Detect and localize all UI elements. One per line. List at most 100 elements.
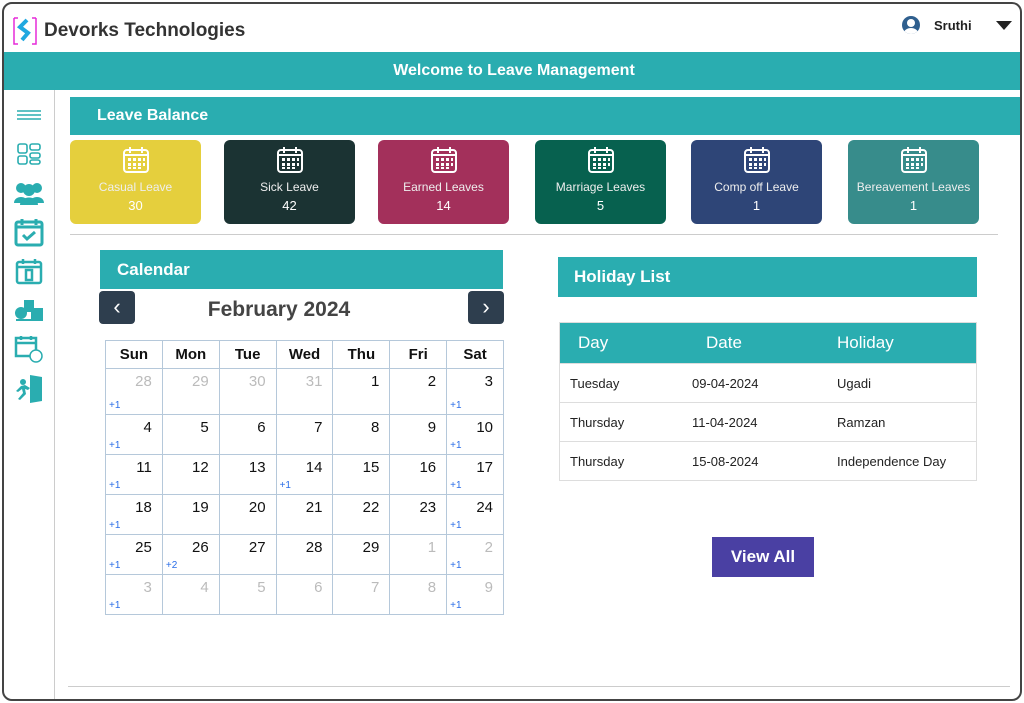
team-icon[interactable]	[14, 178, 44, 207]
day-number: 5	[200, 419, 209, 436]
day-number: 27	[248, 539, 266, 556]
leave-card[interactable]: Casual Leave 30	[70, 140, 201, 224]
calendar-day[interactable]: 20	[218, 494, 277, 535]
calendar-day[interactable]: 9	[389, 414, 448, 455]
calendar-day[interactable]: 2	[389, 368, 448, 415]
leave-card[interactable]: Sick Leave 42	[224, 140, 355, 224]
more-events-link[interactable]: +1	[450, 440, 462, 451]
day-number: 1	[427, 539, 437, 556]
calendar-day[interactable]: 8	[332, 414, 391, 455]
calendar-day[interactable]: 14 +1	[275, 454, 334, 495]
section-divider	[70, 234, 998, 235]
calendar-day[interactable]: 27	[218, 534, 277, 575]
more-events-link[interactable]: +1	[109, 560, 121, 571]
logout-icon[interactable]	[14, 373, 44, 403]
more-events-link[interactable]: +1	[450, 400, 462, 411]
schedule-icon[interactable]	[14, 334, 44, 363]
leave-type: Casual Leave	[98, 180, 173, 194]
calendar-day[interactable]: 4	[161, 574, 220, 615]
calendar-day[interactable]: 6	[218, 414, 277, 455]
calendar-day[interactable]: 17 +1	[446, 454, 504, 495]
calendar-day[interactable]: 18 +1	[105, 494, 163, 535]
calendar-day[interactable]: 21	[275, 494, 334, 535]
calendar-day[interactable]: 1	[389, 534, 448, 575]
more-events-link[interactable]: +2	[165, 560, 178, 571]
leave-card[interactable]: Earned Leaves 14	[378, 140, 509, 224]
calendar-icon	[587, 146, 615, 174]
calendar-day[interactable]: 12	[161, 454, 220, 495]
day-number: 9	[427, 419, 437, 436]
leave-exit-icon[interactable]	[14, 256, 44, 285]
calendar-day[interactable]: 28 +1	[105, 368, 163, 415]
day-number: 13	[248, 459, 266, 476]
calendar-day[interactable]: 2 +1	[446, 534, 504, 575]
holiday-cell: Independence Day	[837, 453, 947, 469]
calendar-day[interactable]: 10 +1	[446, 414, 504, 455]
leave-card[interactable]: Bereavement Leaves 1	[848, 140, 979, 224]
day-number: 22	[362, 499, 380, 516]
calendar-month: February 2024	[207, 298, 351, 321]
calendar-day[interactable]: 1	[332, 368, 391, 415]
menu-icon[interactable]	[14, 100, 44, 129]
leave-card[interactable]: Marriage Leaves 5	[535, 140, 666, 224]
more-events-link[interactable]: +1	[450, 480, 462, 491]
calendar-day[interactable]: 7	[275, 414, 334, 455]
more-events-link[interactable]: +1	[450, 560, 462, 571]
leave-count: 14	[436, 198, 451, 213]
more-events-link[interactable]: +1	[109, 400, 121, 411]
leave-count: 30	[128, 198, 143, 213]
more-events-link[interactable]: +1	[109, 520, 121, 531]
calendar-day[interactable]: 29	[161, 368, 220, 415]
calendar-day[interactable]: 19	[161, 494, 220, 535]
more-events-link[interactable]: +1	[279, 480, 291, 491]
weekday-header: Mon	[161, 340, 220, 369]
more-events-link[interactable]: +1	[450, 520, 462, 531]
calendar-day[interactable]: 23	[389, 494, 448, 535]
holiday-cell: 11-04-2024	[692, 414, 758, 430]
more-events-link[interactable]: +1	[109, 440, 121, 451]
calendar-day[interactable]: 7	[332, 574, 391, 615]
next-month-button[interactable]: ›	[468, 291, 504, 324]
view-all-button[interactable]: View All	[712, 537, 814, 577]
calendar-day[interactable]: 3 +1	[105, 574, 163, 615]
leave-card[interactable]: Comp off Leave 1	[691, 140, 822, 224]
calendar-day[interactable]: 22	[332, 494, 391, 535]
calendar-day[interactable]: 4 +1	[105, 414, 163, 455]
calendar-day[interactable]: 30	[218, 368, 277, 415]
calendar-day[interactable]: 24 +1	[446, 494, 504, 535]
day-number: 2	[484, 539, 493, 556]
calendar-day[interactable]: 9 +1	[446, 574, 504, 615]
user-menu[interactable]: Sruthi	[902, 16, 1012, 34]
calendar-day[interactable]: 25 +1	[105, 534, 163, 575]
day-number: 7	[314, 419, 323, 436]
calendar-day[interactable]: 11 +1	[105, 454, 163, 495]
calendar-day[interactable]: 5	[218, 574, 277, 615]
leave-count: 42	[282, 198, 297, 213]
payroll-icon[interactable]	[14, 295, 44, 324]
calendar-day[interactable]: 31	[275, 368, 334, 415]
calendar-day[interactable]: 26 +2	[161, 534, 220, 575]
day-number: 26	[192, 539, 209, 556]
caret-down-icon[interactable]	[995, 20, 1012, 30]
calendar-day[interactable]: 8	[389, 574, 448, 615]
calendar-day[interactable]: 15	[332, 454, 391, 495]
more-events-link[interactable]: +1	[109, 600, 121, 611]
calendar-day[interactable]: 5	[161, 414, 220, 455]
weekday-header: Sun	[105, 340, 163, 369]
calendar-day[interactable]: 16	[389, 454, 448, 495]
calendar-week: 4 +1 5 6 7 8 9 10 +1	[105, 414, 504, 455]
calendar-day[interactable]: 13	[218, 454, 277, 495]
prev-month-button[interactable]: ‹	[99, 291, 135, 324]
leave-type: Earned Leaves	[403, 180, 484, 194]
day-number: 16	[419, 459, 437, 476]
dashboard-icon[interactable]	[14, 139, 44, 168]
calendar-day[interactable]: 29	[332, 534, 391, 575]
calendar-day[interactable]: 6	[275, 574, 334, 615]
more-events-link[interactable]: +1	[109, 480, 121, 491]
more-events-link[interactable]: +1	[450, 600, 462, 611]
day-number: 3	[143, 579, 152, 596]
calendar-day[interactable]: 28	[275, 534, 334, 575]
calendar-check-icon[interactable]	[14, 217, 44, 246]
calendar-day[interactable]: 3 +1	[446, 368, 504, 415]
